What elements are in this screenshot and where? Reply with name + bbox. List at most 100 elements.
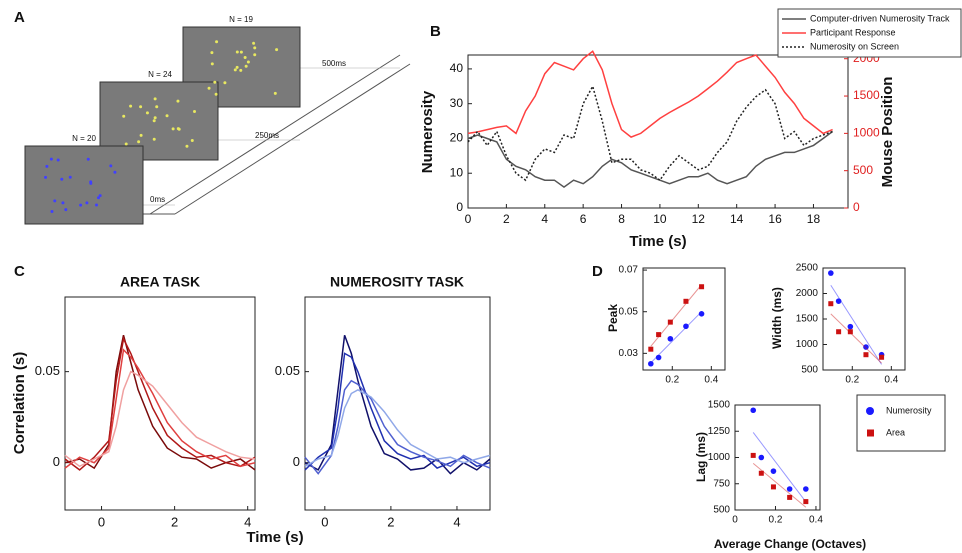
data-line	[64, 335, 256, 471]
fit-line	[650, 311, 702, 364]
dot	[122, 114, 126, 118]
dot	[210, 62, 214, 66]
timeline	[149, 54, 401, 215]
data-line	[64, 336, 256, 471]
dot	[64, 208, 68, 212]
data-line	[304, 379, 491, 475]
x-tick-label: 0	[465, 212, 472, 226]
x-tick-label: 2	[503, 212, 510, 226]
dot	[275, 48, 279, 52]
y-tick-label: 20	[450, 131, 464, 145]
dot	[60, 177, 64, 181]
dot	[45, 164, 49, 168]
dot	[213, 80, 217, 84]
dot	[273, 91, 277, 95]
x-tick-label: 16	[768, 212, 782, 226]
y-tick-label: 0	[456, 200, 463, 214]
dot	[68, 175, 72, 179]
dot	[176, 99, 180, 103]
data-line	[304, 388, 491, 467]
x-tick-label: 0.4	[704, 375, 718, 386]
point	[683, 323, 689, 330]
screen-label: N = 19	[229, 15, 253, 24]
point	[656, 332, 662, 338]
dot	[185, 144, 189, 148]
y-tick-label: 1250	[708, 426, 731, 437]
point	[786, 486, 793, 492]
x-tick-label: 10	[653, 212, 667, 226]
y-tick-label: 0.03	[619, 348, 639, 359]
data-line	[467, 50, 833, 138]
y-axis-label: Peak	[606, 304, 620, 332]
x-tick-label: 0.4	[884, 375, 898, 386]
dot	[165, 114, 169, 118]
x-tick-label: 0	[321, 514, 328, 529]
dot	[193, 110, 197, 114]
data-line	[64, 370, 256, 468]
point	[828, 270, 834, 276]
x-tick-label: 6	[580, 212, 587, 226]
point	[847, 329, 853, 335]
point	[648, 346, 654, 352]
dot	[50, 209, 54, 213]
y-tick-label: 500	[801, 365, 818, 376]
dot	[96, 196, 100, 200]
y-tick-label: 30	[450, 96, 464, 110]
x-tick-label: 0	[98, 514, 105, 529]
dot	[190, 138, 194, 142]
legend-box	[777, 8, 962, 58]
y2-tick-label: 500	[853, 163, 873, 177]
x-tick-label: 0.4	[809, 515, 823, 526]
dot	[246, 60, 250, 64]
fit-line	[752, 462, 807, 508]
point	[787, 494, 793, 500]
dot	[137, 140, 141, 144]
point	[863, 352, 869, 358]
point	[828, 301, 834, 307]
legend-label: Participant Response	[810, 27, 896, 37]
point	[803, 499, 809, 505]
dot	[233, 68, 237, 72]
x-tick-label: 8	[618, 212, 625, 226]
dot	[79, 203, 83, 207]
y-tick-label: 10	[450, 165, 464, 179]
legend-box	[856, 394, 946, 452]
x-tick-label: 18	[807, 212, 821, 226]
fit-line	[830, 313, 882, 364]
point	[699, 284, 705, 290]
point	[750, 407, 757, 414]
dot	[56, 158, 60, 162]
x-axis-label: Time (s)	[246, 529, 303, 546]
schematic: N = 19 N = 24 N = 20 500ms 250ms 0ms	[24, 15, 411, 225]
dot	[113, 170, 117, 174]
point	[863, 344, 869, 350]
point	[770, 484, 776, 490]
dot	[171, 127, 175, 131]
point	[648, 360, 654, 367]
y-axis-label: Numerosity	[419, 90, 436, 173]
dot	[235, 50, 239, 54]
dot	[244, 64, 248, 68]
dot	[239, 68, 243, 72]
dot	[243, 56, 247, 60]
dot	[207, 86, 211, 90]
dot	[139, 133, 143, 137]
dot	[86, 157, 90, 161]
panel-label: C	[14, 263, 25, 280]
dot	[153, 116, 157, 120]
y-tick-label: 0.05	[275, 363, 300, 378]
dot	[176, 127, 180, 131]
data-line	[467, 84, 833, 182]
dot	[214, 92, 218, 96]
dot	[44, 175, 48, 179]
y-tick-label: 1000	[708, 452, 731, 463]
y-tick-label: 2000	[796, 288, 819, 299]
dot	[98, 194, 102, 198]
dot	[223, 81, 227, 85]
dot	[253, 53, 257, 57]
plot-frame	[64, 296, 256, 511]
y-tick-label: 1000	[796, 339, 819, 350]
dot	[95, 203, 99, 207]
y-tick-label: 750	[713, 478, 730, 489]
